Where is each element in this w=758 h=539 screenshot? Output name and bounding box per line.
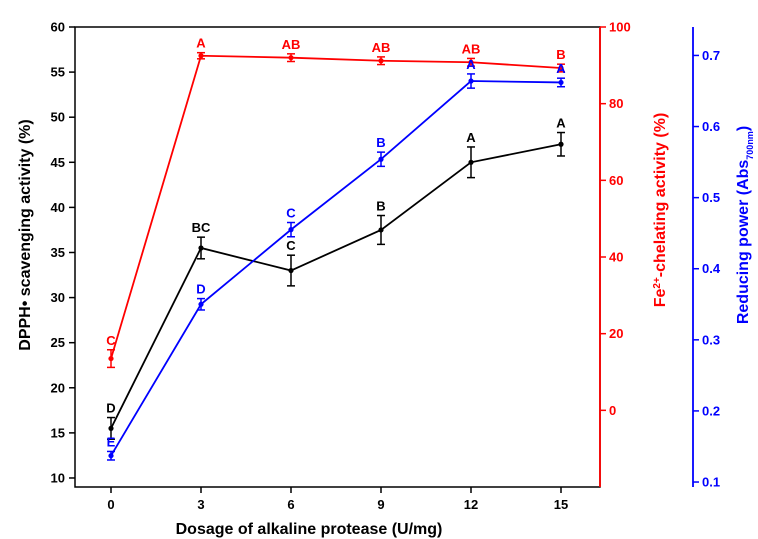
dpph-data-label: A [466, 130, 476, 145]
fe-chelating-point [558, 65, 564, 71]
reducing-tick-label: 0.2 [702, 403, 720, 418]
left-tick-label: 10 [51, 470, 65, 485]
fe-chelating-y-axis: 0 20 40 60 80 100 [599, 20, 631, 487]
x-axis-title: Dosage of alkaline protease (U/mg) [176, 521, 443, 538]
x-tick-label: 0 [107, 497, 114, 512]
dpph-point [468, 159, 474, 165]
fe-chelating-data-label: AB [372, 40, 391, 55]
fe-chelating-data-label: B [556, 47, 565, 62]
reducing-tick-label: 0.4 [702, 261, 721, 276]
fe-chelating-data-label: AB [282, 37, 301, 52]
reducing-power-line [110, 80, 562, 457]
plot-frame [74, 26, 601, 488]
dpph-line [110, 143, 562, 429]
left-tick-label: 45 [51, 155, 65, 170]
left-tick-label: 60 [51, 20, 65, 35]
x-axis: 0 3 6 9 12 15 [107, 487, 568, 512]
reducing-tick-label: 0.6 [702, 119, 720, 134]
reducing-power-data-label: E [107, 434, 116, 449]
left-tick-label: 30 [51, 290, 65, 305]
x-tick-label: 12 [464, 497, 478, 512]
reducing-power-point [108, 453, 114, 459]
dpph-data-label: D [106, 401, 115, 416]
left-tick-label: 15 [51, 425, 65, 440]
left-tick-label: 25 [51, 335, 65, 350]
reducing-power-point [288, 227, 294, 233]
fe-chelating-point [468, 59, 474, 65]
fe-chelating-point [198, 53, 204, 59]
dpph-point [198, 245, 204, 251]
left-tick-label: 35 [51, 245, 65, 260]
dpph-data-label: BC [192, 220, 211, 235]
reducing-power-data-label: C [286, 206, 296, 221]
fe-tick-label: 100 [609, 20, 631, 35]
reducing-power-data-label: D [196, 282, 205, 297]
reducing-tick-label: 0.1 [702, 475, 720, 490]
reducing-tick-label: 0.5 [702, 190, 720, 205]
reducing-tick-label: 0.3 [702, 332, 720, 347]
fe-chelating-line [110, 54, 562, 359]
fe-axis-title-sup: 2+ [652, 277, 663, 289]
dpph-point [558, 141, 564, 147]
reducing-power-data-label: A [556, 61, 566, 76]
reducing-axis-title-prefix: Reducing power (Abs [735, 160, 752, 325]
left-tick-label: 20 [51, 380, 65, 395]
reducing-axis-title-suffix: ) [735, 126, 752, 131]
left-axis-title: DPPH• scavenging activity (%) [17, 119, 34, 350]
reducing-power-data-label: A [466, 57, 476, 72]
dpph-point [108, 425, 114, 431]
x-tick-label: 3 [197, 497, 204, 512]
reducing-power-y-axis: 0.1 0.2 0.3 0.4 0.5 0.6 0.7 [692, 27, 721, 490]
reducing-power-point [468, 78, 474, 84]
x-tick-label: 9 [377, 497, 384, 512]
fe-tick-label: 20 [609, 326, 623, 341]
x-tick-label: 15 [554, 497, 568, 512]
reducing-tick-label: 0.7 [702, 48, 720, 63]
left-tick-label: 50 [51, 110, 65, 125]
reducing-power-point [558, 79, 564, 86]
fe-chelating-point [288, 55, 294, 61]
fe-tick-label: 60 [609, 173, 623, 188]
reducing-power-data-label: B [376, 135, 385, 150]
fe-axis-title: Fe2+-chelating activity (%) [652, 113, 670, 308]
plot-border [74, 26, 601, 488]
left-y-axis: 10 15 20 25 30 35 40 45 50 55 60 [51, 20, 75, 485]
dpph-data-label: C [286, 238, 296, 253]
left-tick-label: 55 [51, 65, 65, 80]
dpph-point [378, 227, 384, 233]
reducing-power-series: E D C B A A [107, 57, 566, 461]
reducing-axis-title: Reducing power (Abs700nm) [735, 126, 755, 324]
fe-chelating-point [378, 58, 384, 64]
fe-tick-label: 40 [609, 250, 623, 265]
fe-chelating-data-label: C [106, 333, 116, 348]
fe-chelating-data-label: AB [462, 41, 481, 56]
reducing-power-point [198, 301, 204, 307]
dpph-data-label: B [376, 199, 385, 214]
reducing-axis-title-sub: 700nm [745, 131, 755, 160]
reducing-power-point [378, 156, 384, 162]
fe-tick-label: 0 [609, 403, 616, 418]
x-tick-label: 6 [287, 497, 294, 512]
fe-tick-label: 80 [609, 96, 623, 111]
left-tick-label: 40 [51, 200, 65, 215]
fe-chelating-point [108, 355, 114, 362]
fe-chelating-data-label: A [196, 36, 206, 51]
dpph-point [288, 267, 294, 274]
fe-axis-title-suffix: -chelating activity (%) [652, 113, 669, 277]
dpph-data-label: A [556, 116, 566, 131]
fe-axis-title-prefix: Fe [652, 289, 669, 308]
fe-chelating-series: CA AB AB AB B [106, 36, 566, 369]
